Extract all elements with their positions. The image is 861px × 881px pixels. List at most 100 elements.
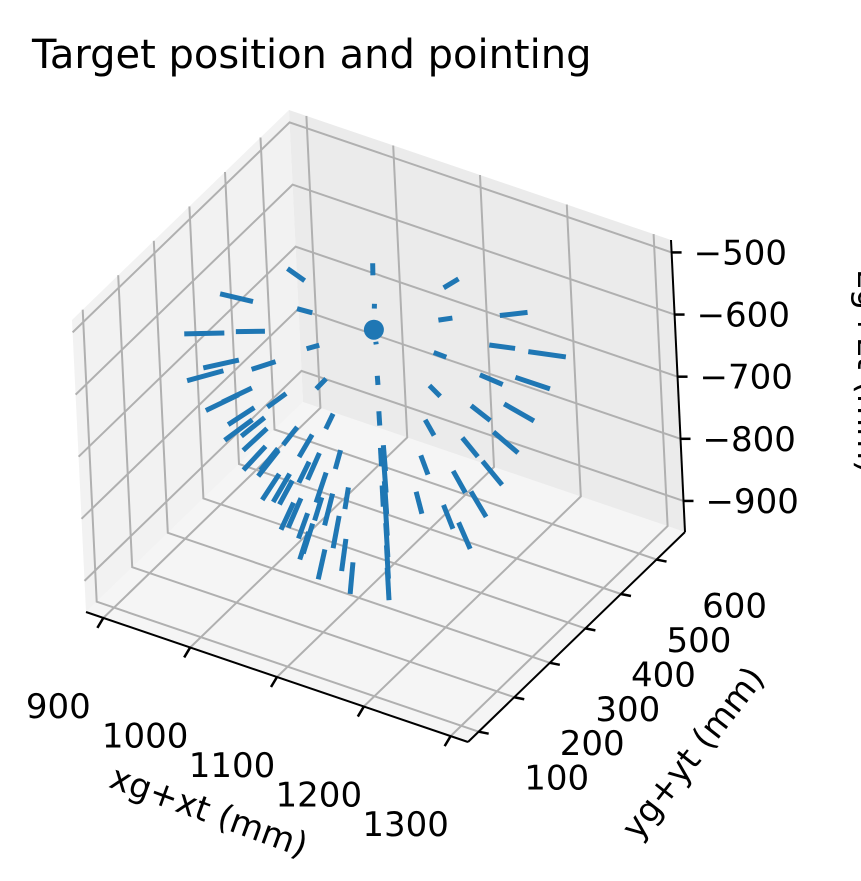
quiver-arrow <box>260 472 282 502</box>
z-axis-label: zg+zt (mm) <box>849 271 861 474</box>
x-gridline <box>276 174 496 678</box>
quiver-marks <box>184 263 567 601</box>
x-tick-label: 900 <box>26 687 91 727</box>
quiver-arrow <box>460 436 480 459</box>
quiver-arrow <box>296 433 315 459</box>
quiver-arrow <box>219 291 254 304</box>
x-tick-label: 1300 <box>362 805 449 845</box>
quiver-arrow <box>313 471 329 504</box>
x-tick-label: 1100 <box>189 746 276 786</box>
quiver-arrow <box>488 342 516 351</box>
quiver-arrow <box>322 493 336 527</box>
y-tick-mark <box>478 730 489 735</box>
z-axis-line <box>670 239 686 533</box>
quiver-arrow <box>186 368 225 384</box>
z-tick-label: −500 <box>694 233 787 273</box>
quiver-arrow <box>241 426 269 453</box>
x-tick-mark <box>356 705 365 718</box>
quiver-arrow <box>432 350 448 360</box>
quiver-arrow <box>239 415 267 439</box>
x-tick-mark <box>183 646 192 659</box>
z-tick-label: −900 <box>706 482 799 522</box>
y-tick-mark <box>656 558 667 563</box>
quiver-arrow <box>377 447 384 467</box>
quiver-arrow <box>514 374 551 392</box>
quiver-arrow <box>527 349 567 360</box>
y-tick-mark <box>585 627 596 632</box>
quiver-arrow <box>332 449 343 470</box>
quiver-arrow <box>296 460 312 484</box>
quiver-arrow <box>256 448 281 478</box>
quiver-arrow <box>305 451 322 481</box>
y-tick-mark <box>514 696 525 701</box>
quiver-arrow <box>478 372 504 387</box>
quiver-arrow <box>184 330 225 337</box>
z-gridline <box>77 245 678 458</box>
quiver-arrow <box>480 459 505 487</box>
quiver-arrow <box>438 315 453 323</box>
axes-panes <box>72 110 685 742</box>
x-gridline <box>102 115 322 619</box>
quiver-arrow <box>418 454 431 476</box>
z-tick-label: −700 <box>700 358 793 398</box>
quiver-arrow <box>456 521 473 550</box>
y-tick-label: 100 <box>524 759 589 799</box>
quiver-arrow <box>423 418 437 437</box>
quiver-arrow <box>347 562 356 595</box>
quiver-arrow <box>204 392 240 413</box>
quiver-arrow <box>281 425 300 447</box>
quiver-arrow <box>413 491 425 515</box>
quiver-arrow <box>374 375 381 386</box>
left-pane <box>72 110 303 612</box>
quiver-arrow <box>296 512 310 540</box>
x-tick-mark <box>96 617 105 629</box>
quiver-arrow <box>376 411 383 426</box>
y-tick-mark <box>549 661 561 667</box>
y-gridline <box>188 206 586 630</box>
y-gridline <box>81 309 480 733</box>
quiver-arrow <box>305 342 320 352</box>
z-gridline <box>83 369 684 582</box>
y-gridline <box>117 275 515 699</box>
x-gridline <box>449 234 669 737</box>
z-gridline <box>71 121 672 334</box>
quiver-arrow <box>278 501 296 531</box>
quiver-arrow <box>323 412 336 431</box>
quiver-arrow <box>315 548 328 580</box>
y-tick-mark <box>620 592 632 598</box>
quiver-arrow <box>271 472 292 504</box>
x-tick-mark <box>269 676 279 688</box>
quiver-arrow <box>241 444 268 472</box>
quiver-arrow <box>502 401 536 424</box>
quiver-arrow <box>250 359 277 372</box>
x-tick-mark <box>443 735 452 747</box>
x-gridline <box>363 204 582 708</box>
z-gridline <box>74 183 675 396</box>
quiver-arrow <box>441 504 456 530</box>
y-gridline <box>259 137 657 561</box>
x-gridline <box>189 145 409 649</box>
quiver-arrow <box>277 479 295 506</box>
quiver-arrow <box>312 496 325 522</box>
quiver-arrow <box>450 469 468 494</box>
x-tick-label: 1200 <box>276 776 363 816</box>
focus-point <box>363 319 384 340</box>
quiver-arrow <box>265 391 288 410</box>
quiver-arrow <box>342 487 351 510</box>
chart-title: Target position and pointing <box>31 32 591 78</box>
y-tick-label: 500 <box>667 621 732 661</box>
y-tick-label: 600 <box>702 587 767 627</box>
quiver-arrow <box>468 490 489 519</box>
gridlines <box>71 115 684 737</box>
quiver-arrow <box>226 405 256 427</box>
quiver-arrow <box>300 522 316 555</box>
y-tick-label: 200 <box>560 724 625 764</box>
quiver-arrow <box>469 403 492 423</box>
quiver-arrow <box>330 515 342 549</box>
quiver-arrow <box>491 430 520 455</box>
quiver-arrow <box>286 266 307 283</box>
y-tick-label: 400 <box>631 655 696 695</box>
quiver-arrow <box>427 383 442 399</box>
